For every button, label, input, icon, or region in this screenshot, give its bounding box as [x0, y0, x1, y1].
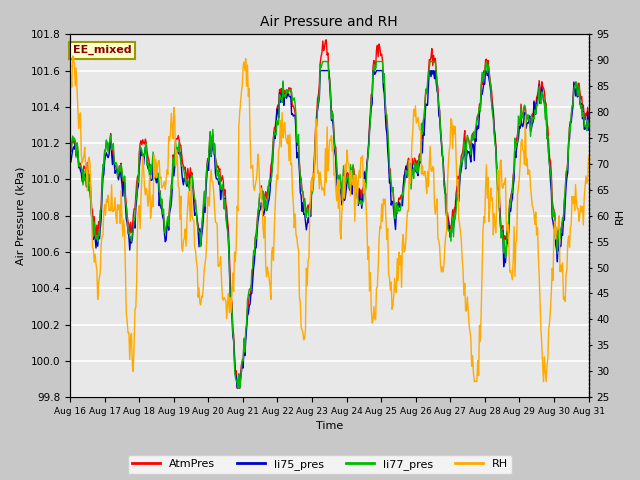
X-axis label: Time: Time — [316, 421, 343, 432]
Legend: AtmPres, li75_pres, li77_pres, RH: AtmPres, li75_pres, li77_pres, RH — [128, 455, 512, 474]
Y-axis label: RH: RH — [615, 208, 625, 224]
Title: Air Pressure and RH: Air Pressure and RH — [260, 15, 398, 29]
Y-axis label: Air Pressure (kPa): Air Pressure (kPa) — [15, 167, 25, 265]
Text: EE_mixed: EE_mixed — [72, 45, 131, 56]
